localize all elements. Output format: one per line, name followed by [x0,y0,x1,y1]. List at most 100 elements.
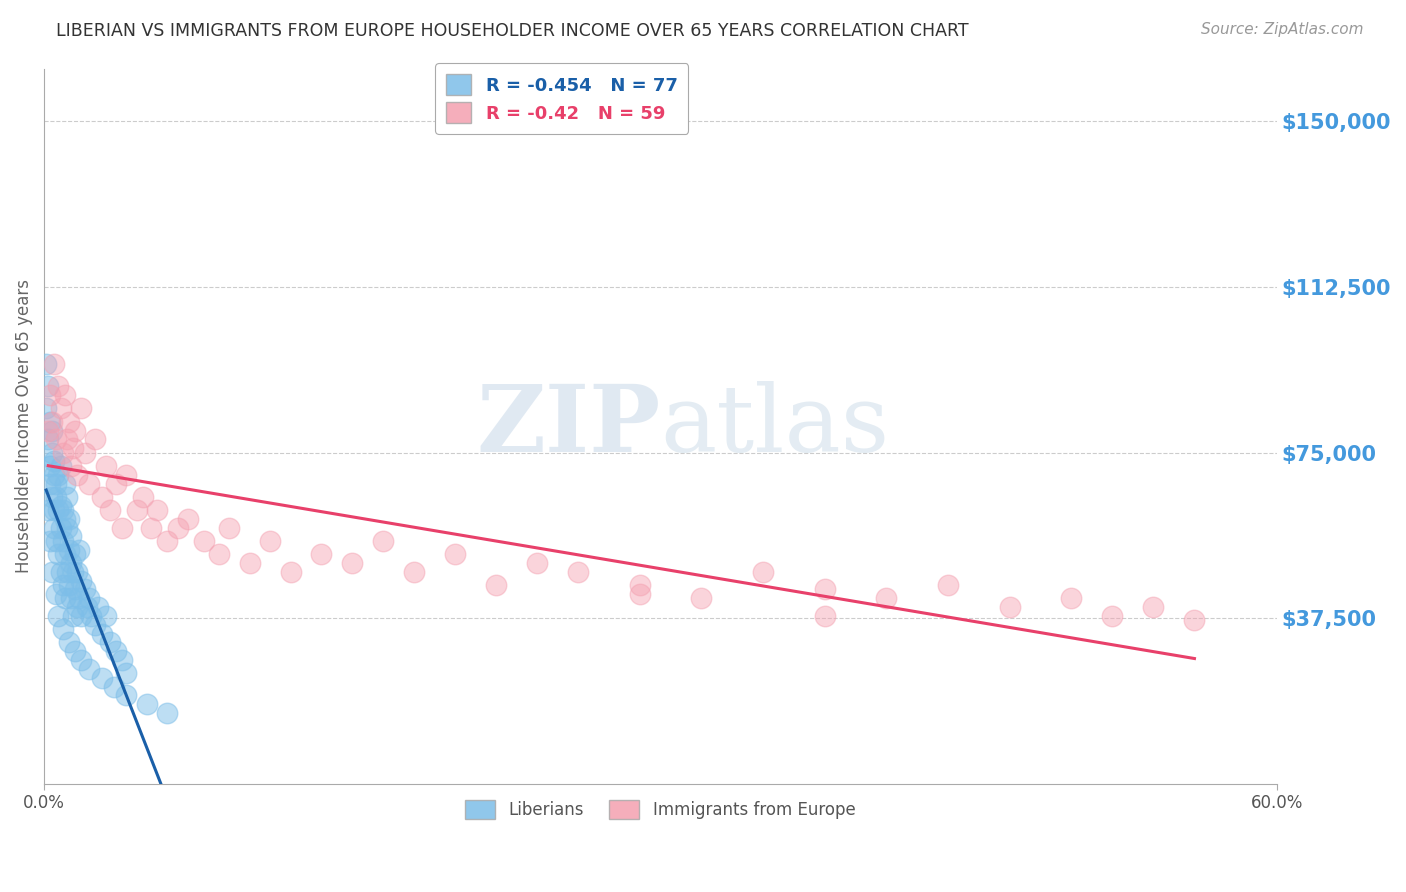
Point [936,578,959,592]
Text: LIBERIAN VS IMMIGRANTS FROM EUROPE HOUSEHOLDER INCOME OVER 65 YEARS CORRELATION : LIBERIAN VS IMMIGRANTS FROM EUROPE HOUSE… [56,22,969,40]
Point [39,388,62,402]
Point [70,401,93,416]
Point [259,533,281,548]
Point [311,547,333,561]
Point [135,698,157,712]
Point [41,490,63,504]
Point [998,600,1021,615]
Point [63,547,86,561]
Point [44,454,66,468]
Point [37,424,59,438]
Point [485,578,508,592]
Point [52,445,75,459]
Text: atlas: atlas [661,381,890,471]
Point [58,415,80,429]
Point [628,578,651,592]
Point [156,533,179,548]
Point [1184,613,1206,627]
Point [875,591,897,606]
Point [39,476,62,491]
Point [55,521,77,535]
Point [35,401,58,416]
Point [41,565,63,579]
Point [238,556,260,570]
Point [526,556,548,570]
Point [111,653,134,667]
Point [39,458,62,473]
Point [37,503,59,517]
Point [49,401,72,416]
Point [166,521,188,535]
Point [814,609,837,624]
Point [193,533,215,548]
Point [45,433,67,447]
Point [39,533,62,548]
Point [48,379,70,393]
Point [37,433,59,447]
Point [53,591,76,606]
Point [70,574,93,588]
Point [59,529,82,543]
Point [218,521,240,535]
Point [44,503,66,517]
Point [62,441,84,455]
Point [66,600,89,615]
Point [75,582,97,597]
Point [53,476,76,491]
Point [1060,591,1083,606]
Point [67,542,90,557]
Point [814,582,837,597]
Point [55,565,77,579]
Point [58,635,80,649]
Point [66,565,89,579]
Point [156,706,179,720]
Point [44,467,66,482]
Point [59,458,82,473]
Point [444,547,467,561]
Point [41,424,63,438]
Point [80,609,103,624]
Point [53,512,76,526]
Point [62,609,84,624]
Point [752,565,775,579]
Point [48,609,70,624]
Point [48,467,70,482]
Point [63,424,86,438]
Point [67,591,90,606]
Point [63,644,86,658]
Point [690,591,713,606]
Point [1101,609,1123,624]
Point [94,458,117,473]
Point [1142,600,1164,615]
Point [280,565,302,579]
Point [48,547,70,561]
Point [70,653,93,667]
Point [52,578,75,592]
Point [98,503,121,517]
Point [55,433,77,447]
Point [84,617,107,632]
Point [177,512,200,526]
Point [84,433,107,447]
Point [58,512,80,526]
Point [208,547,231,561]
Point [58,542,80,557]
Point [39,415,62,429]
Point [35,357,58,371]
Point [59,591,82,606]
Point [62,565,84,579]
Point [52,533,75,548]
Point [58,578,80,592]
Point [37,379,59,393]
Point [52,503,75,517]
Point [115,467,138,482]
Point [86,600,108,615]
Point [103,680,125,694]
Point [66,467,89,482]
Point [48,503,70,517]
Point [49,565,72,579]
Point [41,415,63,429]
Point [79,591,101,606]
Point [75,445,97,459]
Point [342,556,364,570]
